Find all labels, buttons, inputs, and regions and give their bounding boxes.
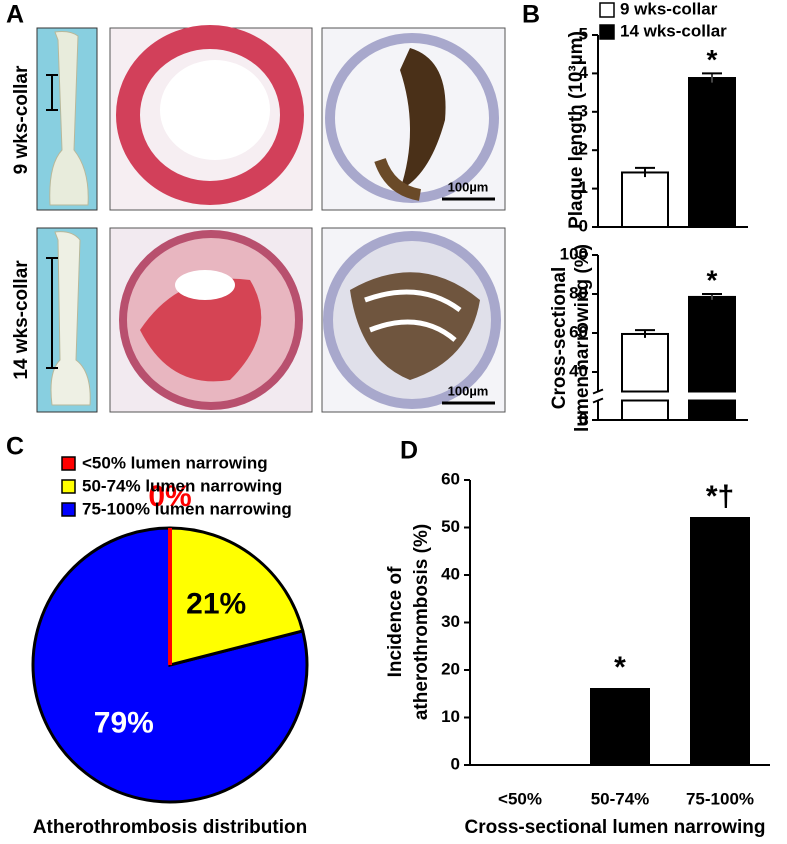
y-axis-label: lumen narrowing (%)	[572, 244, 593, 432]
y-tick-label: 30	[441, 612, 460, 631]
row-label: 9 wks-collar	[11, 65, 32, 174]
y-tick-label: 0	[579, 216, 588, 235]
legend-swatch	[61, 479, 76, 494]
bar	[688, 77, 736, 229]
slice-label: 21%	[186, 587, 246, 620]
legend-label: 75-100% lumen narrowing	[82, 499, 292, 518]
chart-title: Atherothrombosis distribution	[33, 817, 307, 838]
bar	[621, 171, 669, 228]
axis-break	[592, 397, 604, 404]
bar	[590, 688, 650, 766]
legend-swatch	[599, 2, 615, 18]
ihc-stain	[321, 27, 506, 413]
y-axis-label: Cross-sectional	[549, 267, 570, 410]
legend-swatch	[61, 502, 76, 517]
bar-label: *†	[706, 480, 734, 513]
legend-label: 9 wks-collar	[620, 0, 718, 18]
bar	[688, 295, 736, 393]
pie-slice	[168, 526, 305, 667]
y-tick-label: 60	[569, 322, 588, 341]
bar	[690, 517, 750, 766]
vessel-photo	[36, 27, 98, 413]
bar-label: *	[614, 651, 626, 684]
y-axis-label: atherothrombosis (%)	[411, 524, 432, 720]
y-tick-label: 20	[441, 659, 460, 678]
significance: *	[707, 264, 718, 295]
slice-label: 79%	[94, 706, 154, 739]
panel-label: A	[6, 1, 24, 29]
x-axis-label: Cross-sectional lumen narrowing	[465, 817, 766, 838]
y-tick-label: 0	[451, 754, 460, 773]
slice-label: 0%	[148, 480, 191, 513]
legend-swatch	[61, 456, 76, 471]
bar	[621, 399, 669, 421]
y-axis-label: Plaque length (10³µm)	[566, 31, 587, 229]
y-tick-label: 100	[560, 244, 588, 263]
scale-label: 100µm	[448, 383, 489, 398]
x-tick-label: 50-74%	[591, 789, 650, 808]
bar	[621, 332, 669, 393]
y-tick-label: 50	[441, 517, 460, 536]
legend-label: 50-74% lumen narrowing	[82, 476, 282, 495]
y-tick-label: 5	[579, 24, 588, 43]
y-tick-label: 3	[579, 101, 588, 120]
y-tick-label: 4	[579, 63, 589, 82]
y-tick-label: 60	[441, 469, 460, 488]
panel-label: D	[400, 437, 418, 465]
panel-label: B	[522, 1, 540, 29]
y-tick-label: 0	[579, 409, 588, 428]
panel-label: C	[6, 433, 24, 461]
he-stain	[109, 25, 313, 413]
scale-label: 100µm	[448, 179, 489, 194]
legend-label: <50% lumen narrowing	[82, 453, 268, 472]
legend-label: 14 wks-collar	[620, 21, 727, 40]
bar	[688, 399, 736, 421]
y-tick-label: 10	[441, 707, 460, 726]
x-tick-label: <50%	[498, 789, 542, 808]
y-tick-label: 40	[441, 564, 460, 583]
y-tick-label: 80	[569, 283, 588, 302]
row-label: 14 wks-collar	[11, 260, 32, 380]
y-axis-label: Incidence of	[385, 566, 406, 678]
axis-break	[592, 388, 604, 395]
x-tick-label: 75-100%	[686, 789, 754, 808]
legend-swatch	[599, 24, 615, 40]
y-tick-label: 1	[579, 178, 588, 197]
y-tick-label: 40	[569, 361, 588, 380]
y-tick-label: 2	[579, 140, 588, 159]
significance: *	[707, 44, 718, 75]
